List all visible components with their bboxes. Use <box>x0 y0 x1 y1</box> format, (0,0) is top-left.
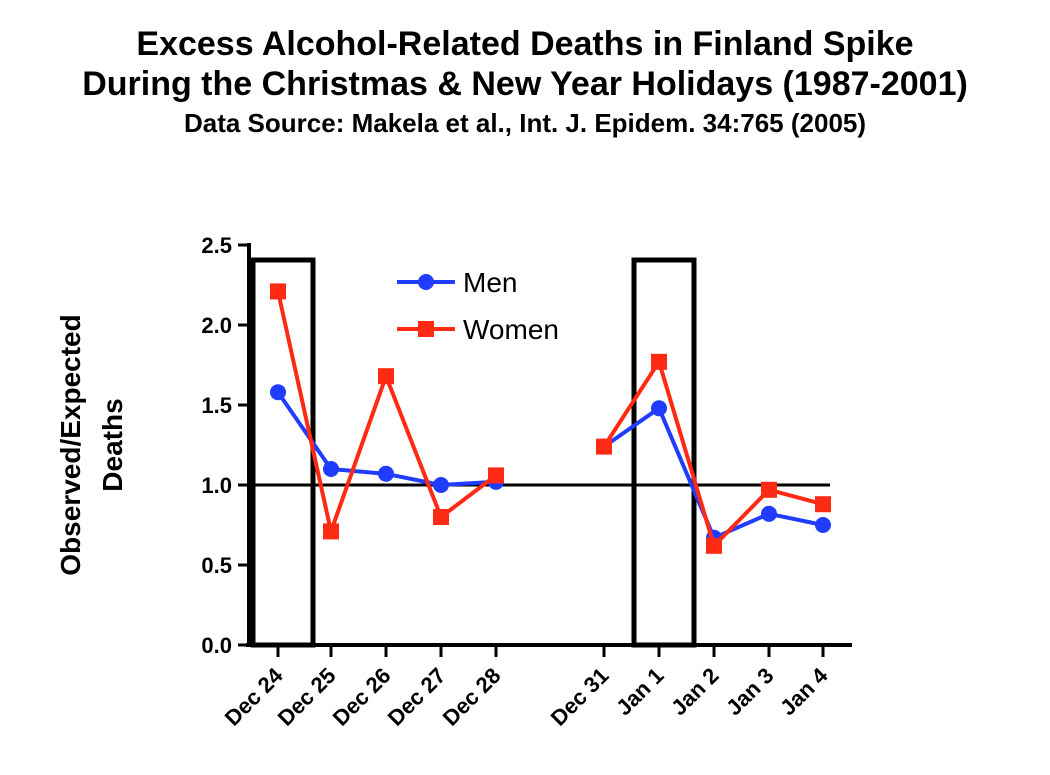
legend-women-marker <box>418 321 434 337</box>
y-tick-label: 1.5 <box>201 393 232 418</box>
legend-men-marker <box>418 274 434 290</box>
chart-subtitle: Data Source: Makela et al., Int. J. Epid… <box>183 108 867 138</box>
women-point <box>651 353 667 370</box>
men-point <box>378 465 394 482</box>
chart-title-line2: During the Christmas & New Year Holidays… <box>82 65 968 103</box>
women-point <box>433 509 449 525</box>
x-tick-label: Dec 31 <box>546 663 614 731</box>
y-axis-label-line1: Observed/Expected <box>55 314 86 575</box>
chart-titles: Excess Alcohol-Related Deaths in Finland… <box>0 24 1050 140</box>
x-tick-label: Jan 4 <box>775 662 833 720</box>
x-tick-label: Dec 27 <box>383 663 451 731</box>
series-group <box>270 283 831 554</box>
legend-women-label: Women <box>463 314 559 345</box>
y-tick-label: 2.0 <box>201 313 232 338</box>
legend: Men Women <box>397 267 559 345</box>
legend-men-label: Men <box>463 267 517 298</box>
y-tick-label: 1.0 <box>201 473 232 498</box>
men-point <box>433 477 449 493</box>
women-point <box>596 438 612 455</box>
x-tick-label: Dec 25 <box>273 663 341 731</box>
women-point <box>488 467 504 484</box>
women-point <box>761 481 777 498</box>
x-tick-label: Jan 3 <box>721 663 778 720</box>
x-tick-label: Jan 1 <box>611 663 668 720</box>
y-tick-label: 0.5 <box>201 553 232 578</box>
x-tick-label: Dec 24 <box>220 662 288 730</box>
axes <box>238 243 852 657</box>
y-tick-label: 0.0 <box>201 633 232 658</box>
men-point <box>815 517 831 533</box>
men-point <box>323 461 339 477</box>
y-tick-label: 2.5 <box>201 233 232 258</box>
men-point <box>270 384 286 401</box>
x-tick-label: Jan 2 <box>666 663 723 720</box>
women-point <box>270 283 286 300</box>
x-tick-label: Dec 26 <box>328 663 396 731</box>
women-point <box>323 523 339 540</box>
x-tick-label: Dec 28 <box>438 663 506 731</box>
men-point <box>651 400 667 417</box>
y-axis-label-line2: Deaths <box>97 398 128 491</box>
y-axis-label: Observed/Expected Deaths <box>55 314 128 575</box>
women-point <box>706 537 722 554</box>
women-point <box>815 496 831 513</box>
women-point <box>378 368 394 385</box>
chart-title: Excess Alcohol-Related Deaths in Finland… <box>136 25 914 63</box>
men-series-line <box>602 406 824 540</box>
men-point <box>761 505 777 522</box>
